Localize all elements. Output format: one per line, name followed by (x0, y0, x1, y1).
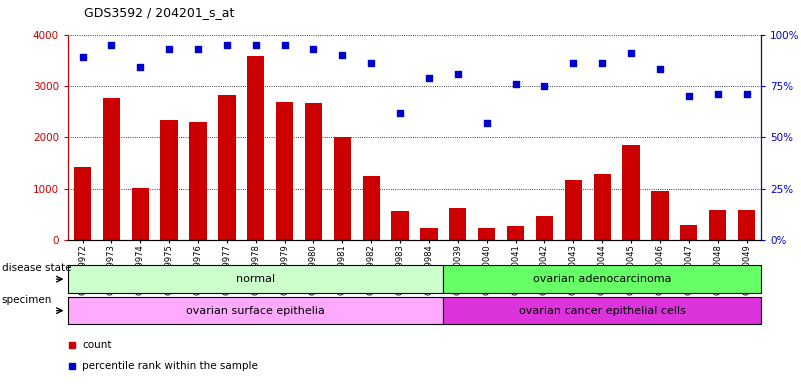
Point (105, 42, 118, 48)
Point (134, 65, 147, 71)
Bar (444, 265, 761, 293)
Point (423, 74, 436, 81)
Text: disease state: disease state (2, 263, 71, 273)
Point (76, 54, 89, 60)
Point (654, 66, 666, 73)
Bar (680, 225, 698, 240)
Point (567, 60, 580, 66)
Bar (68, 297, 444, 324)
Bar (507, 226, 524, 240)
Text: percentile rank within the sample: percentile rank within the sample (82, 361, 258, 371)
Bar (565, 180, 582, 240)
Bar (392, 211, 409, 240)
Point (249, 42, 262, 48)
Point (740, 91, 753, 97)
Bar (189, 122, 207, 240)
Point (682, 93, 695, 99)
Bar (421, 228, 437, 240)
Point (278, 42, 291, 48)
Bar (536, 216, 553, 240)
Point (538, 83, 551, 89)
Text: ovarian adenocarcinoma: ovarian adenocarcinoma (533, 274, 671, 284)
Point (596, 60, 609, 66)
Point (220, 42, 233, 48)
Bar (74, 167, 91, 240)
Text: normal: normal (236, 274, 276, 284)
Point (364, 60, 377, 66)
Point (393, 109, 406, 116)
Bar (334, 137, 351, 240)
Point (336, 52, 348, 58)
Bar (68, 265, 444, 293)
Bar (247, 56, 264, 240)
Point (711, 91, 724, 97)
Bar (622, 146, 640, 240)
Bar (276, 103, 293, 240)
Bar (651, 191, 669, 240)
Point (163, 46, 175, 52)
Point (625, 50, 638, 56)
Text: count: count (82, 339, 111, 350)
Text: ovarian surface epithelia: ovarian surface epithelia (187, 306, 325, 316)
Bar (709, 210, 727, 240)
Bar (478, 228, 495, 240)
Bar (449, 208, 466, 240)
Text: ovarian cancer epithelial cells: ovarian cancer epithelial cells (519, 306, 686, 316)
Point (452, 71, 465, 77)
Bar (594, 174, 611, 240)
Bar (131, 188, 149, 240)
Bar (738, 210, 755, 240)
Bar (218, 95, 235, 240)
Bar (103, 98, 120, 240)
Point (481, 120, 493, 126)
Point (191, 46, 204, 52)
Bar (444, 297, 761, 324)
Bar (160, 120, 178, 240)
Bar (305, 103, 322, 240)
Text: specimen: specimen (2, 295, 52, 305)
Text: GDS3592 / 204201_s_at: GDS3592 / 204201_s_at (84, 6, 235, 19)
Bar (363, 176, 380, 240)
Point (509, 81, 522, 87)
Point (307, 46, 320, 52)
